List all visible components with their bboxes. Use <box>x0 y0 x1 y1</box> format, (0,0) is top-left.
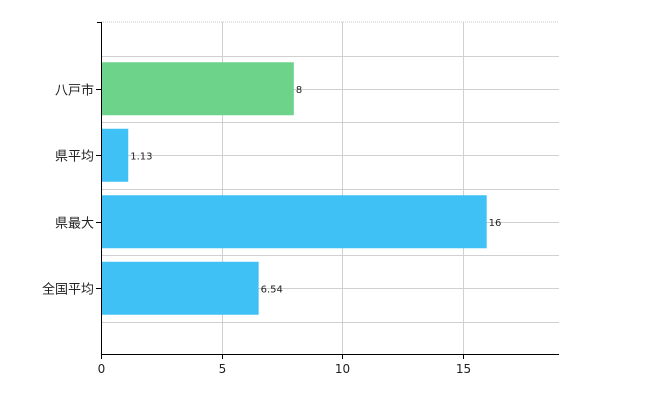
bar-2 <box>101 195 487 249</box>
x-tick-label-15: 15 <box>456 362 471 376</box>
x-tick-label-10: 10 <box>335 362 350 376</box>
axes <box>96 22 559 359</box>
data-label-2: 16 <box>489 218 502 229</box>
category-label-1: 県平均 <box>55 150 94 165</box>
bar-3 <box>101 261 259 315</box>
x-tick-label-0: 0 <box>98 362 106 376</box>
bar-0 <box>101 62 294 116</box>
bars <box>101 62 487 315</box>
data-label-3: 6.54 <box>261 284 283 295</box>
data-label-1: 1.13 <box>130 151 152 162</box>
category-label-0: 八戸市 <box>55 83 94 99</box>
data-label-0: 8 <box>296 85 302 96</box>
category-label-2: 県最大 <box>55 217 94 232</box>
x-tick-label-5: 5 <box>219 362 227 376</box>
category-label-3: 全国平均 <box>42 282 94 298</box>
bar-1 <box>101 128 129 182</box>
